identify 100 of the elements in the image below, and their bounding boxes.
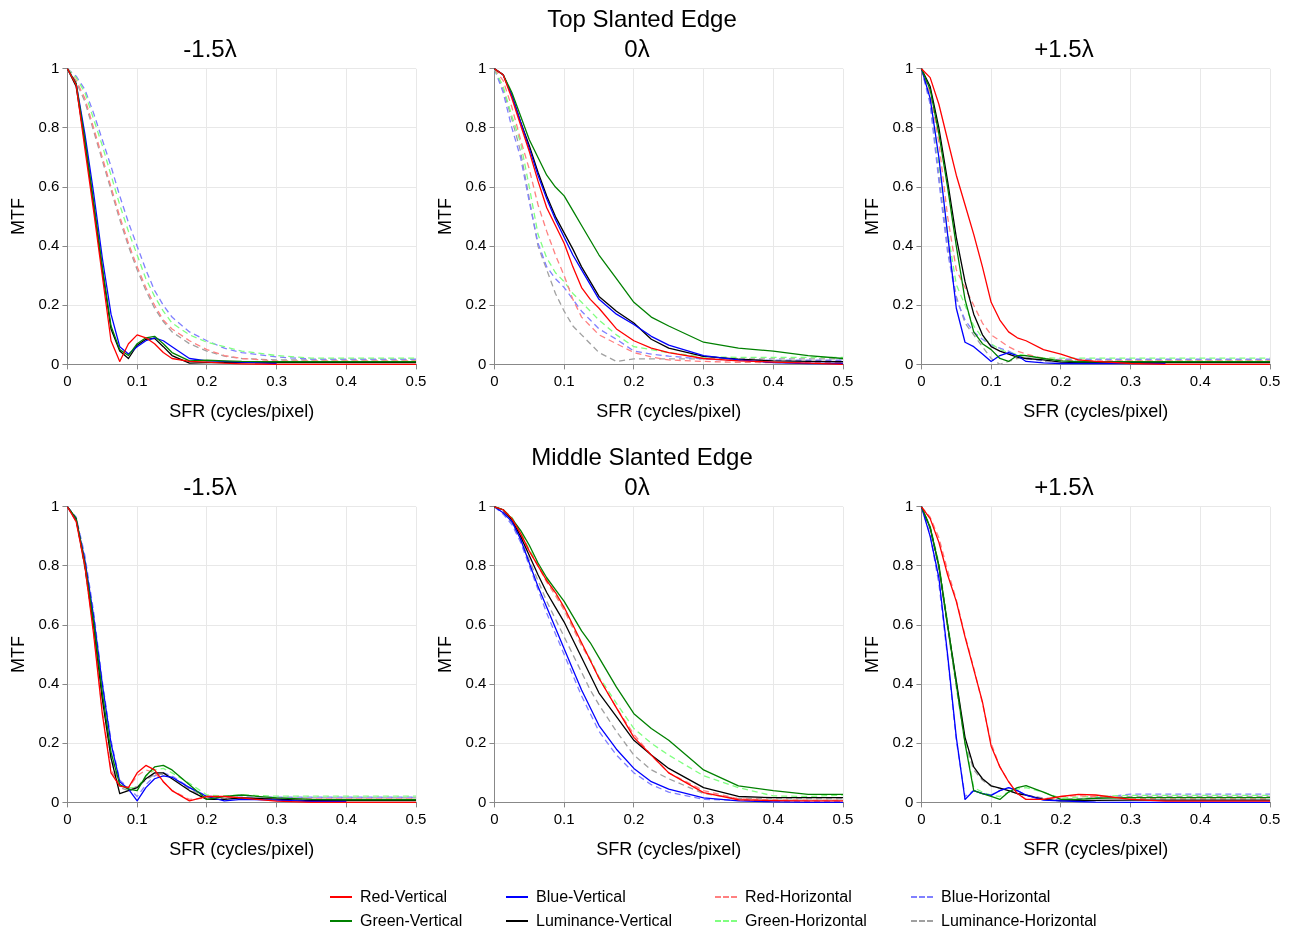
chart-title: 0λ — [624, 473, 650, 501]
y-tick-label: 1 — [478, 58, 487, 76]
y-axis-title: MTF — [861, 198, 882, 236]
y-tick-label: 0.6 — [38, 615, 60, 633]
legend-label: Green-Vertical — [360, 912, 463, 930]
x-tick-label: 0.5 — [405, 809, 427, 827]
x-tick-label: 0.2 — [196, 809, 218, 827]
x-tick-label: 0.4 — [1189, 371, 1211, 389]
y-tick-label: 0.6 — [465, 177, 487, 195]
y-tick-label: 0.2 — [892, 295, 914, 313]
y-tick-label: 1 — [51, 58, 60, 76]
y-tick-label: 0.8 — [892, 556, 914, 574]
x-tick-label: 0.2 — [196, 371, 218, 389]
line-series — [127, 767, 417, 797]
y-axis-title: MTF — [7, 636, 28, 674]
x-tick-label: 0 — [917, 371, 926, 389]
legend-label: Luminance-Horizontal — [941, 912, 1097, 930]
x-tick-label: 0.1 — [553, 371, 575, 389]
y-tick-label: 0.6 — [38, 177, 60, 195]
x-tick-label: 0 — [63, 371, 72, 389]
y-tick-label: 0.6 — [892, 177, 914, 195]
legend-label: Red-Horizontal — [745, 888, 852, 906]
y-tick-label: 1 — [905, 496, 914, 514]
text: Top Slanted Edge — [546, 4, 738, 34]
x-tick-label: 0.1 — [126, 371, 148, 389]
x-axis-title: SFR (cycles/pixel) — [1023, 839, 1169, 860]
y-tick-label: 0.4 — [465, 674, 487, 692]
y-tick-label: 0.4 — [892, 674, 914, 692]
x-tick-label: 0.2 — [623, 371, 645, 389]
x-axis-title: SFR (cycles/pixel) — [596, 401, 742, 422]
x-tick-label: 0.2 — [623, 809, 645, 827]
x-tick-label: 0.5 — [1259, 809, 1281, 827]
y-tick-label: 0 — [51, 354, 60, 372]
x-tick-label: 0.2 — [1050, 371, 1072, 389]
chart-title: +1.5λ — [1034, 473, 1094, 501]
y-tick-label: 0.8 — [892, 118, 914, 136]
legend-label: Blue-Horizontal — [941, 888, 1051, 906]
x-tick-label: 0.4 — [1189, 809, 1211, 827]
y-tick-label: 0 — [478, 354, 487, 372]
x-tick-label: 0 — [490, 371, 499, 389]
x-tick-label: 0.3 — [1120, 809, 1142, 827]
y-tick-label: 0 — [51, 792, 60, 810]
x-tick-label: 0 — [63, 809, 72, 827]
legend-label: Green-Horizontal — [745, 912, 867, 930]
x-tick-label: 0.1 — [980, 371, 1002, 389]
y-tick-label: 0.2 — [38, 295, 60, 313]
x-tick-label: 0.4 — [762, 809, 784, 827]
y-tick-label: 0.8 — [38, 556, 60, 574]
x-tick-label: 0.4 — [335, 371, 357, 389]
y-tick-label: 0.4 — [38, 674, 60, 692]
text: Middle Slanted Edge — [530, 442, 754, 472]
chart-title: +1.5λ — [1034, 35, 1094, 63]
x-tick-label: 0.2 — [1050, 809, 1072, 827]
x-axis-title: SFR (cycles/pixel) — [169, 401, 315, 422]
y-tick-label: 0.2 — [465, 295, 487, 313]
x-tick-label: 0.5 — [405, 371, 427, 389]
x-axis-title: SFR (cycles/pixel) — [596, 839, 742, 860]
y-tick-label: 0.2 — [465, 733, 487, 751]
y-tick-label: 0.4 — [38, 236, 60, 254]
x-tick-label: 0.3 — [266, 809, 288, 827]
y-tick-label: 0.4 — [465, 236, 487, 254]
x-tick-label: 0.3 — [693, 371, 715, 389]
y-axis-title: MTF — [7, 198, 28, 236]
x-axis-title: SFR (cycles/pixel) — [169, 839, 315, 860]
x-tick-label: 0.3 — [693, 809, 715, 827]
chart-title: 0λ — [624, 35, 650, 63]
y-tick-label: 0.4 — [892, 236, 914, 254]
y-axis-title: MTF — [861, 636, 882, 674]
y-tick-label: 0.8 — [465, 556, 487, 574]
y-tick-label: 0.8 — [38, 118, 60, 136]
legend-label: Luminance-Vertical — [536, 912, 673, 930]
x-tick-label: 0.3 — [266, 371, 288, 389]
y-tick-label: 1 — [905, 58, 914, 76]
x-tick-label: 0.1 — [553, 809, 575, 827]
y-tick-label: 1 — [478, 496, 487, 514]
x-tick-label: 0.3 — [1120, 371, 1142, 389]
y-tick-label: 0.2 — [892, 733, 914, 751]
x-tick-label: 0 — [917, 809, 926, 827]
y-tick-label: 0 — [905, 792, 914, 810]
chart-title: -1.5λ — [183, 35, 237, 63]
y-axis-title: MTF — [434, 198, 455, 236]
legend-label: Blue-Vertical — [536, 888, 626, 906]
x-tick-label: 0.1 — [980, 809, 1002, 827]
y-tick-label: 0.2 — [38, 733, 60, 751]
y-tick-label: 0.8 — [465, 118, 487, 136]
x-tick-label: 0.4 — [335, 809, 357, 827]
x-tick-label: 0.5 — [1259, 371, 1281, 389]
x-tick-label: 0 — [490, 809, 499, 827]
chart-title: -1.5λ — [183, 473, 237, 501]
y-tick-label: 0.6 — [892, 615, 914, 633]
y-tick-label: 0 — [478, 792, 487, 810]
x-tick-label: 0.5 — [832, 809, 854, 827]
x-tick-label: 0.1 — [126, 809, 148, 827]
x-tick-label: 0.5 — [832, 371, 854, 389]
x-tick-label: 0.4 — [762, 371, 784, 389]
x-axis-title: SFR (cycles/pixel) — [1023, 401, 1169, 422]
y-tick-label: 0.6 — [465, 615, 487, 633]
y-axis-title: MTF — [434, 636, 455, 674]
legend-label: Red-Vertical — [360, 888, 448, 906]
y-tick-label: 0 — [905, 354, 914, 372]
